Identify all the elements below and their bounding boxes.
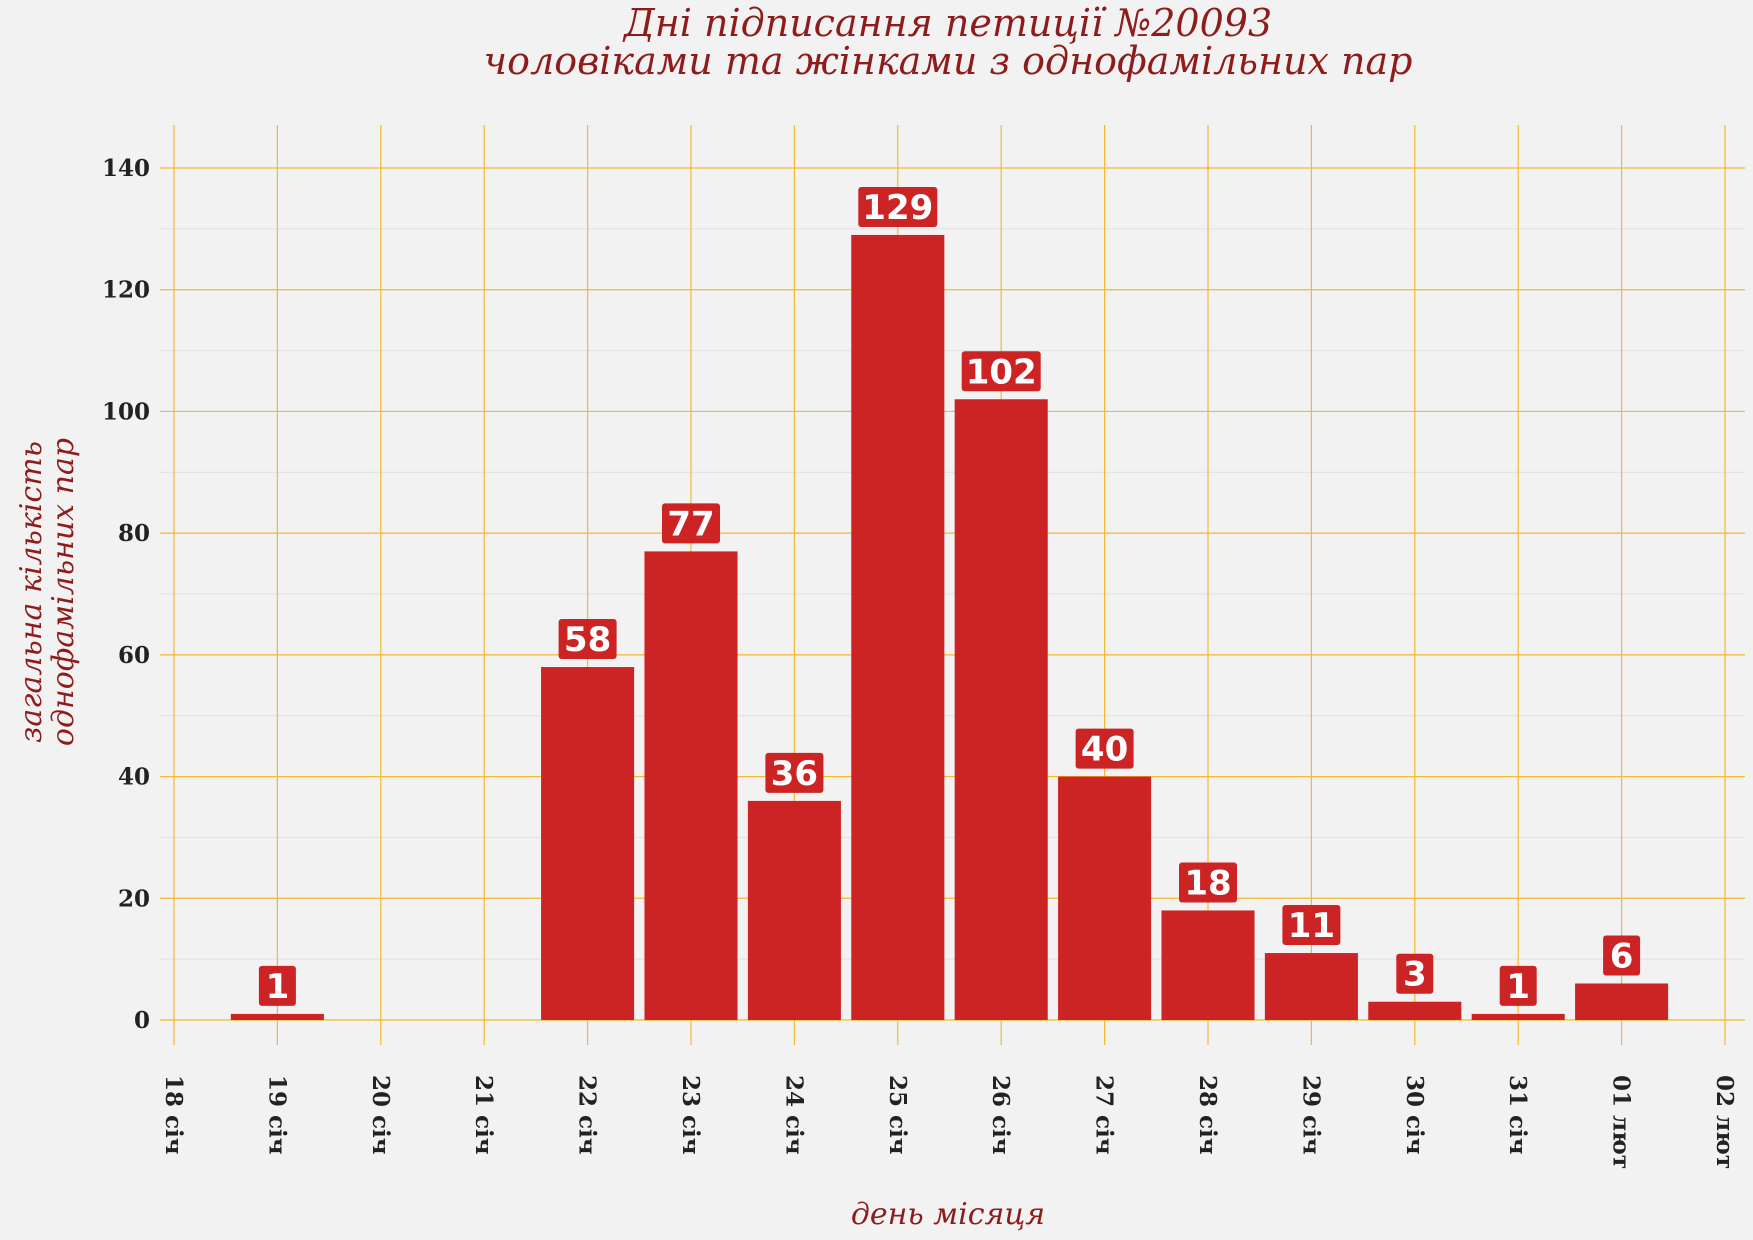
y-tick-label: 140 [102, 155, 150, 182]
bar [1575, 983, 1669, 1020]
data-label: 77 [667, 504, 714, 544]
bar [541, 667, 635, 1020]
x-tick-label: 23 січ [677, 1075, 704, 1155]
data-label-box [1282, 905, 1341, 946]
bar [644, 551, 738, 1020]
data-label: 18 [1184, 863, 1231, 903]
bar [1058, 776, 1152, 1020]
bar [1368, 1001, 1462, 1020]
y-tick-label: 40 [118, 764, 150, 791]
x-tick-label: 19 січ [263, 1075, 290, 1155]
data-label-box [765, 752, 824, 793]
bar [1471, 1013, 1565, 1020]
bars [230, 234, 1669, 1020]
x-tick-label: 01 лют [1608, 1075, 1635, 1169]
x-tick-label: 27 січ [1091, 1075, 1118, 1155]
data-label-box [1499, 965, 1537, 1006]
y-tick-label: 0 [134, 1007, 150, 1034]
bar [230, 1013, 324, 1020]
x-tick-label: 31 січ [1504, 1075, 1531, 1155]
data-label: 11 [1288, 906, 1335, 946]
bar [851, 234, 945, 1020]
data-label-box [858, 186, 938, 227]
data-labels: 1 58 77 36 129 102 40 18 11 3 1 6 [258, 186, 1641, 1007]
y-tick-label: 60 [118, 642, 150, 669]
chart-title-line-2: чоловіками та жінками з однофамільних па… [484, 39, 1413, 83]
data-label-box [1603, 935, 1641, 976]
bar [1161, 910, 1255, 1020]
data-label: 36 [771, 754, 818, 794]
chart-title-line-1: Дні підписання петиції №20093 [622, 1, 1272, 45]
bar [1264, 953, 1358, 1020]
data-label-box [961, 351, 1041, 392]
x-tick-label: 18 січ [160, 1075, 187, 1155]
x-axis-title: день місяця [851, 1197, 1045, 1232]
data-label-box [662, 503, 720, 544]
x-tick-label: 02 лют [1711, 1075, 1738, 1169]
data-label-box [258, 965, 296, 1006]
data-label-box [1075, 728, 1134, 769]
data-label: 6 [1610, 936, 1634, 976]
y-tick-label: 100 [102, 398, 150, 425]
bar [747, 800, 841, 1020]
y-tick-label: 120 [102, 277, 150, 304]
x-tick-label: 22 січ [574, 1075, 601, 1155]
y-axis-title-line-1: загальна кількість [14, 441, 49, 743]
data-label: 3 [1403, 955, 1427, 995]
bar [954, 399, 1048, 1020]
x-tick-label: 28 січ [1194, 1075, 1221, 1155]
x-tick-label: 21 січ [470, 1075, 497, 1155]
x-tick-label: 26 січ [987, 1075, 1014, 1155]
x-tick-label: 25 січ [884, 1075, 911, 1155]
x-tick-label: 24 січ [780, 1075, 807, 1155]
y-tick-label: 80 [118, 520, 150, 547]
y-axis-ticks: 0 20 40 60 80 100 120 140 [102, 155, 150, 1034]
y-tick-label: 20 [118, 885, 150, 912]
data-label: 129 [862, 188, 933, 228]
data-label: 1 [266, 967, 290, 1007]
data-label-box [1179, 862, 1237, 903]
data-label: 102 [966, 352, 1037, 392]
data-label-box [1396, 953, 1434, 994]
data-label: 1 [1506, 967, 1530, 1007]
x-axis-ticks: 18 січ 19 січ 20 січ 21 січ 22 січ 23 січ 24 с… [160, 1075, 1738, 1169]
data-label-box [558, 619, 617, 660]
data-label: 40 [1081, 730, 1128, 770]
x-tick-label: 20 січ [367, 1075, 394, 1155]
x-tick-label: 29 січ [1297, 1075, 1324, 1155]
data-label: 58 [564, 620, 611, 660]
y-axis-title-line-2: однофамільних пар [46, 438, 81, 746]
x-tick-label: 30 січ [1401, 1075, 1428, 1155]
